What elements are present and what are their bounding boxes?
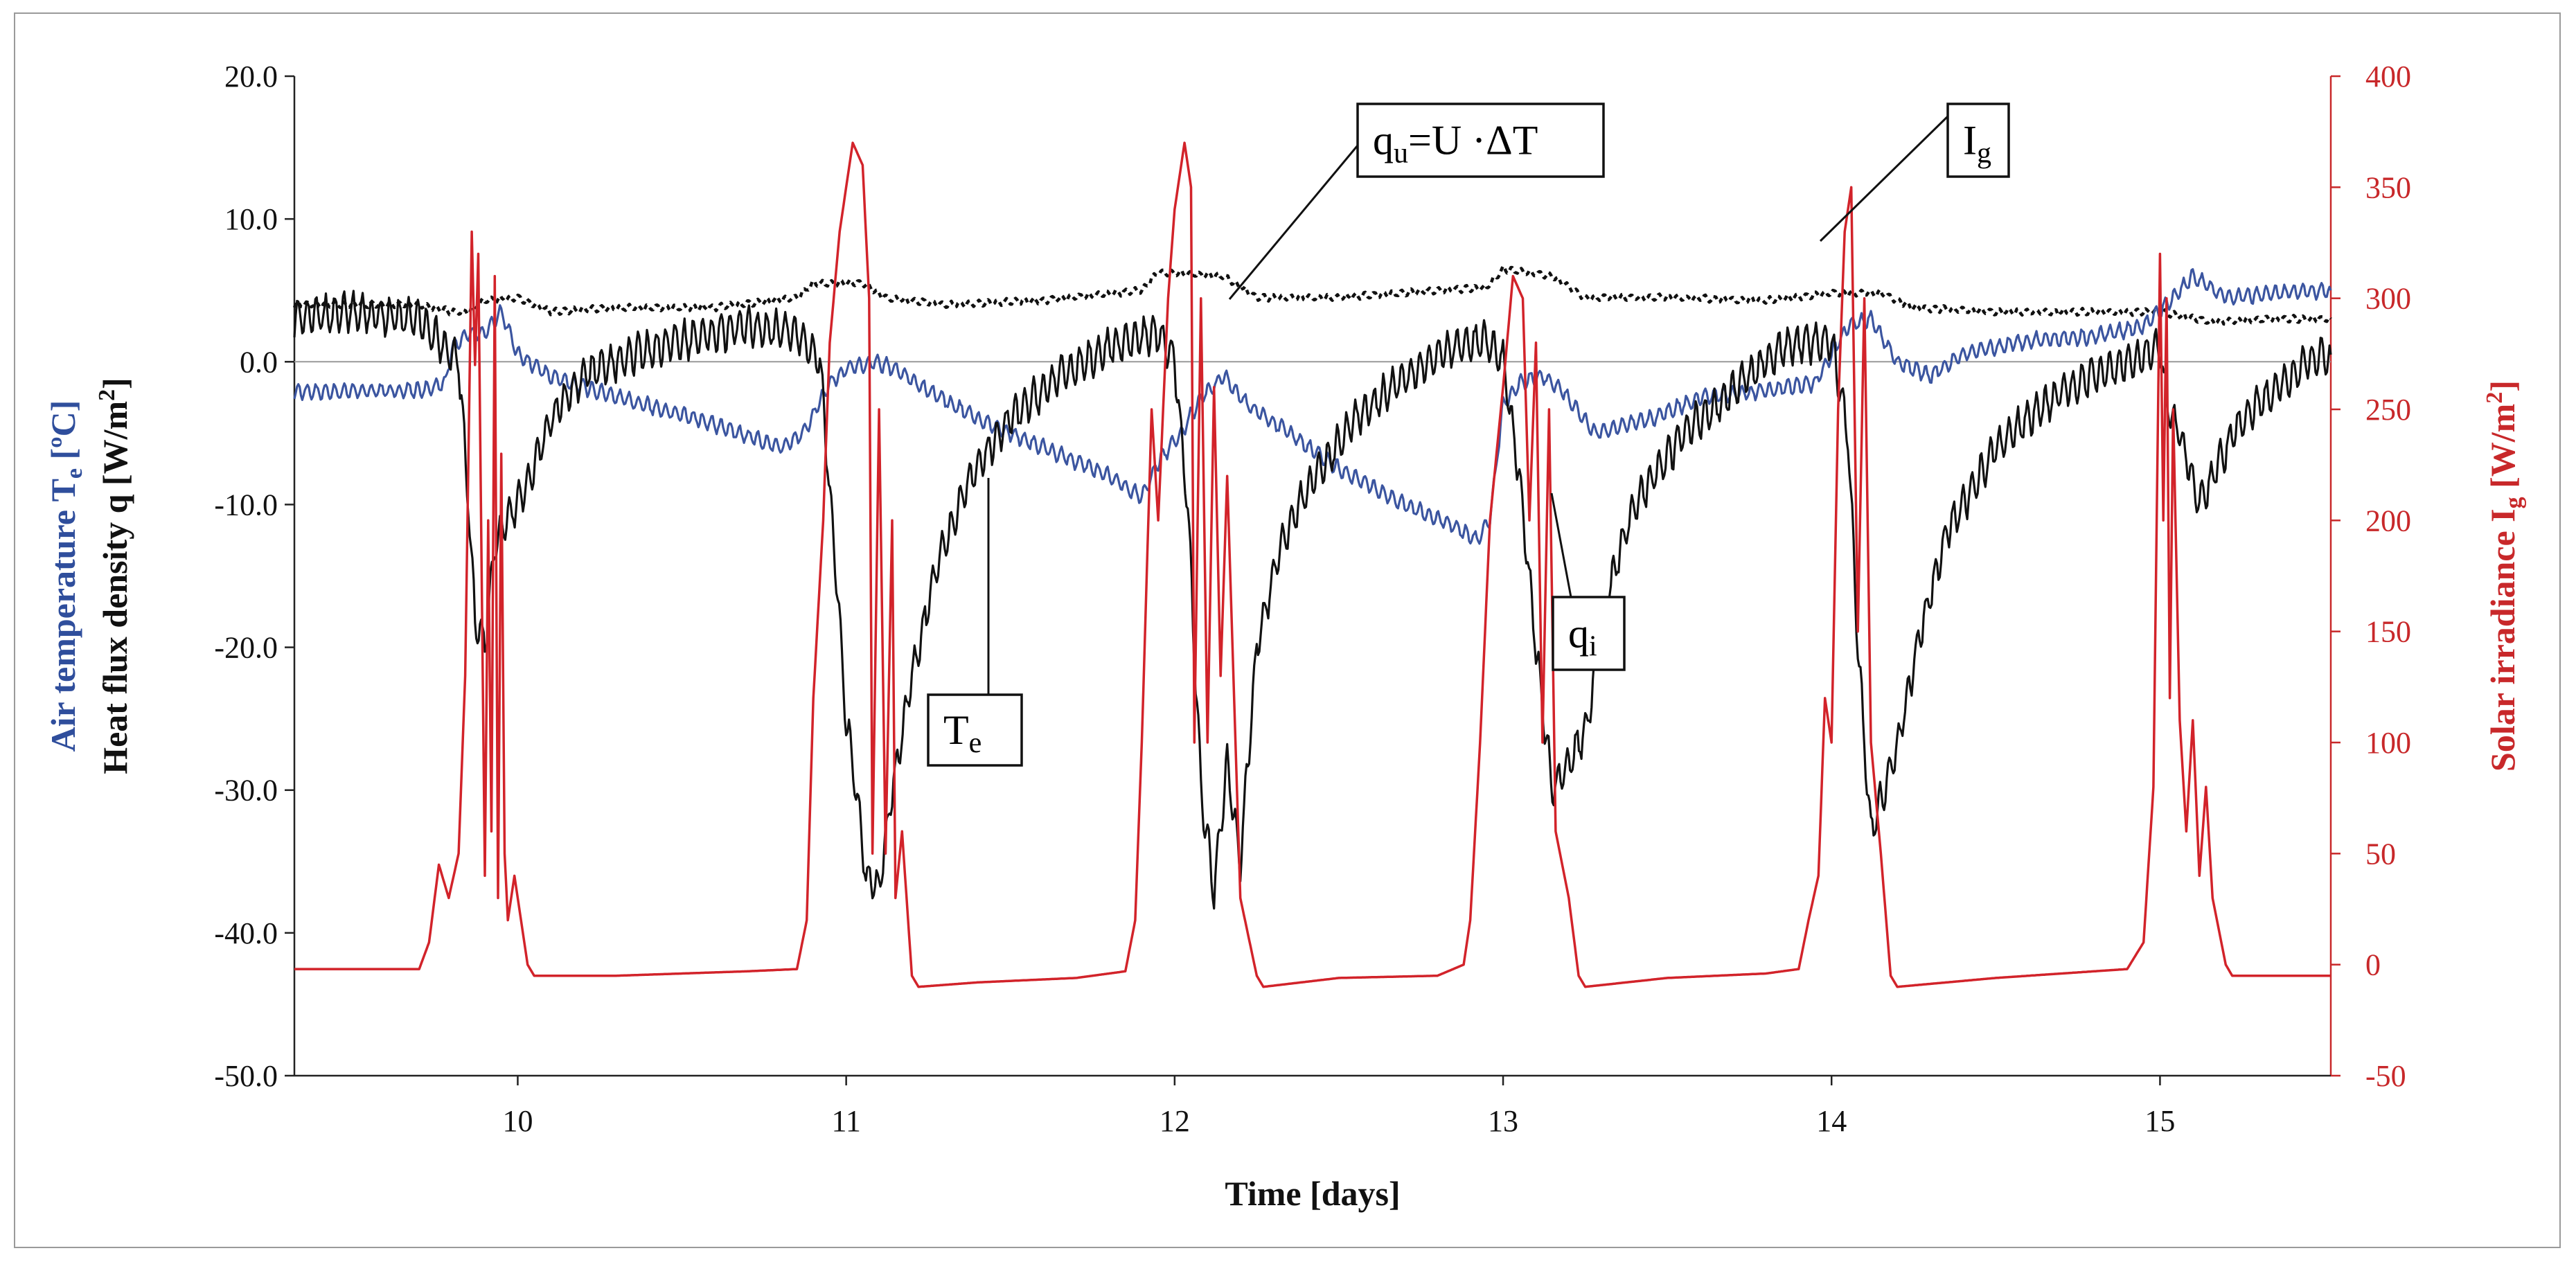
x-tick-label: 11 [831,1104,860,1138]
x-tick-label: 10 [502,1104,533,1138]
x-axis-title: Time [days] [1225,1174,1400,1213]
left-tick-label: 10.0 [224,202,278,236]
right-tick-label: 300 [2365,282,2411,316]
qi-label-leader [1550,492,1572,598]
series-line-q-i [293,290,2332,910]
series-line-q-u [292,264,2332,326]
qi-label-box [1552,596,1626,671]
y-left-title-temperature: Air temperature Te [ºC] [44,400,87,752]
right-tick-label: 250 [2365,393,2411,427]
qu-label-box [1356,103,1605,178]
right-tick-label: -50 [2365,1059,2406,1093]
ig-label: Ig [1963,118,1991,170]
ig-label-box [1946,103,2010,178]
left-tick-label: -40.0 [214,916,278,950]
series-line-i-g [294,141,2331,988]
x-tick-label: 12 [1160,1104,1190,1138]
te-label-box [927,693,1023,767]
left-tick-label: 20.0 [224,60,278,94]
x-tick-label: 14 [1816,1104,1847,1138]
right-tick-label: 50 [2365,837,2396,871]
y-left-title-heat-flux: Heat flux density q [W/m2] [94,377,134,774]
x-tick-label: 15 [2144,1104,2175,1138]
ig-label-leader [1819,115,1949,242]
right-tick-label: 150 [2365,615,2411,649]
qi-label: qi [1568,611,1597,663]
right-tick-label: 100 [2365,726,2411,760]
right-tick-label: 350 [2365,170,2411,204]
right-tick-label: 200 [2365,504,2411,537]
qu-label-leader [1228,145,1359,300]
left-tick-label: -20.0 [214,631,278,665]
right-tick-label: 0 [2365,948,2381,982]
te-label: Te [943,707,981,759]
left-tick-label: -30.0 [214,774,278,808]
left-tick-label: -50.0 [214,1059,278,1093]
chart-frame [14,12,2561,1248]
qu-label: qu=U ·ΔT [1373,118,1538,170]
left-tick-label: -10.0 [214,488,278,522]
x-tick-label: 13 [1488,1104,1518,1138]
left-tick-label: 0.0 [240,345,278,379]
series-line-t-e [293,268,2332,545]
right-tick-label: 400 [2365,60,2411,94]
y-right-title-irradiance: Solar irradiance Ig [W/m2] [2482,380,2527,772]
